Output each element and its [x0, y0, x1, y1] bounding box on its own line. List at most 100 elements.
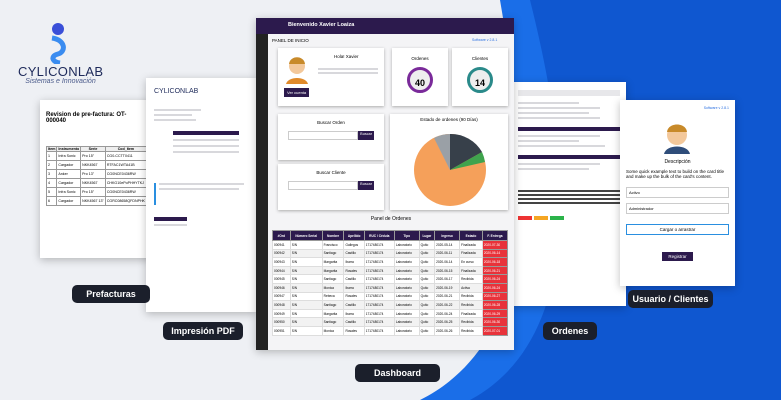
- cell: Finalizada: [459, 265, 483, 276]
- cell: 1717480174: [363, 325, 395, 336]
- status-select[interactable]: Activo: [626, 187, 729, 198]
- cell: 000951: [272, 325, 291, 336]
- row: 000946 S/N Monica Ibarra 1717480174 Laborator…: [272, 282, 509, 293]
- header-row: Item Instrumento Serie Cod_Item: [45, 146, 147, 152]
- header-cell: Ingreso: [434, 230, 461, 241]
- panel-title: PANEL DE INICIO: [272, 38, 309, 43]
- orders-card: Ordenes 40: [392, 48, 448, 106]
- cell: Laboratorio: [393, 317, 420, 327]
- stat-label: Ordenes: [411, 56, 429, 61]
- cell: Francisco: [321, 240, 345, 250]
- row: 000944 S/N Margarita Rosales 1717480174 Labor…: [272, 265, 509, 276]
- cell: 000942: [272, 248, 291, 259]
- cell: S/N: [289, 308, 323, 319]
- prefactura-table: Item Instrumento Serie Cod_Item 1 Infra Sonic…: [45, 146, 147, 206]
- usuario-title: Descripción: [664, 159, 691, 165]
- cell: S/N: [289, 317, 323, 327]
- cell: Recibida: [459, 325, 483, 336]
- register-button[interactable]: Registrar: [662, 252, 693, 261]
- cell: 000945: [272, 274, 291, 284]
- cell: Laboratorio: [393, 274, 420, 284]
- welcome: Bienvenido Xavier Loaiza: [288, 22, 355, 28]
- usuario-version: Software v 2.8.1: [703, 106, 729, 110]
- cell: S/N: [289, 300, 323, 310]
- cell: En curso: [459, 257, 483, 267]
- logo-icon: [50, 23, 66, 64]
- pie: [414, 133, 486, 206]
- cell: Recibida: [459, 300, 483, 310]
- cell: 1717480174: [363, 317, 395, 327]
- upload[interactable]: Cargar o arrastrar: [626, 224, 729, 235]
- cell: Ibarra: [343, 308, 365, 319]
- row: 5 Infra Sonic Pro 15" CG0NCE0436RW: [45, 187, 147, 197]
- cell: Infra Sonic: [56, 187, 82, 197]
- cell: Cargador: [56, 196, 82, 206]
- cell: 000943: [272, 257, 291, 267]
- cell: 1717480174: [363, 308, 395, 319]
- cell: Margarita: [321, 265, 345, 276]
- row: 000951 S/N Monica Rosales 1717480174 Laborato…: [272, 325, 509, 336]
- cell: Santiago: [321, 317, 345, 327]
- cell: 1717480174: [363, 257, 395, 267]
- cell: Quito: [418, 265, 436, 276]
- cell: CHKG10ePoPHHYTKJ: [104, 178, 147, 188]
- cell: Laboratorio: [393, 325, 420, 336]
- usuario-sheet: Software v 2.8.1 Descripción Some quick …: [620, 100, 735, 286]
- cell: CGRC08658QFDNPHK: [104, 196, 147, 206]
- row: 4 Cargador NKK4567 CHKG10ePoPHHYTKJ: [45, 178, 147, 188]
- cell: 6: [45, 196, 58, 206]
- row: 000950 S/N Santiago Castillo 1717480174 Labor…: [272, 317, 509, 327]
- cell: Rosales: [343, 265, 365, 276]
- cell: 1717480174: [363, 282, 395, 293]
- cell: S/N: [289, 265, 323, 276]
- cell: 000949: [272, 308, 291, 319]
- caption-pill: Prefacturas: [72, 285, 150, 303]
- cell: NKK4567: [80, 178, 106, 188]
- caption-pill: Dashboard: [355, 364, 440, 382]
- orders-table: #Ord Número Serial Nombre Apellido RUC / Céd…: [272, 230, 509, 336]
- header-cell: Apellido: [343, 230, 365, 241]
- cell: 2020-06-11: [434, 248, 461, 259]
- cell: Ibarra: [343, 282, 365, 293]
- row: 2 Cargador NKK4567 RTFAC1WTA41B: [45, 160, 147, 170]
- search-order: Buscar Orden Buscar: [278, 114, 384, 160]
- header-cell: Lugar: [418, 230, 436, 241]
- cell: Castillo: [343, 274, 365, 284]
- search-button[interactable]: Buscar: [358, 131, 374, 140]
- cell: Recibida: [459, 274, 483, 284]
- cell: Rosales: [343, 325, 365, 336]
- version: Software v 2.8.1: [472, 38, 498, 42]
- cell: 2020-06-24: [434, 308, 461, 319]
- header-cell: Estado: [459, 230, 483, 241]
- cell: RTFAC1WTA41B: [104, 160, 147, 170]
- cell: 2020-06-25: [434, 317, 461, 327]
- cell: CG0NCE0436RW: [104, 187, 147, 197]
- cell: Castillo: [343, 248, 365, 259]
- search-order-title: Buscar Orden: [317, 120, 345, 125]
- cell: 000946: [272, 282, 291, 293]
- role-select[interactable]: Administrador: [626, 203, 729, 214]
- cell: Pro 13": [80, 169, 106, 179]
- cell: Quito: [418, 325, 436, 336]
- row: 000942 S/N Santiago Castillo 1717480174 Labor…: [272, 248, 509, 259]
- row: 6 Cargador NKK4567 13" CGRC08658QFDNPHK: [45, 196, 147, 206]
- cell: NKK4567: [80, 160, 106, 170]
- cell: 2020-06-28: [481, 300, 509, 310]
- cell: Quito: [418, 248, 436, 259]
- cell: S/N: [289, 240, 323, 250]
- cell: 2020-06-14: [481, 248, 509, 259]
- cell: Rosales: [343, 291, 365, 302]
- header-cell: Tipo: [393, 230, 420, 241]
- cell: 2020-06-26: [434, 325, 461, 336]
- cell: CG0NCE0436RW: [104, 169, 147, 179]
- stat-label: Clientes: [471, 56, 489, 61]
- header-cell: F. Entrega: [481, 230, 509, 241]
- dashboard: Bienvenido Xavier Loaiza PANEL DE INICIO…: [256, 18, 514, 350]
- cell: 2020-07-01: [481, 325, 509, 336]
- cell: 2020-06-21: [481, 265, 509, 276]
- chart-card: Estado de ordenes (90 Días): [390, 114, 508, 210]
- search-button[interactable]: Buscar: [358, 181, 374, 190]
- account-button[interactable]: Ver cuenta: [284, 88, 310, 97]
- cell: Finalizada: [459, 240, 483, 250]
